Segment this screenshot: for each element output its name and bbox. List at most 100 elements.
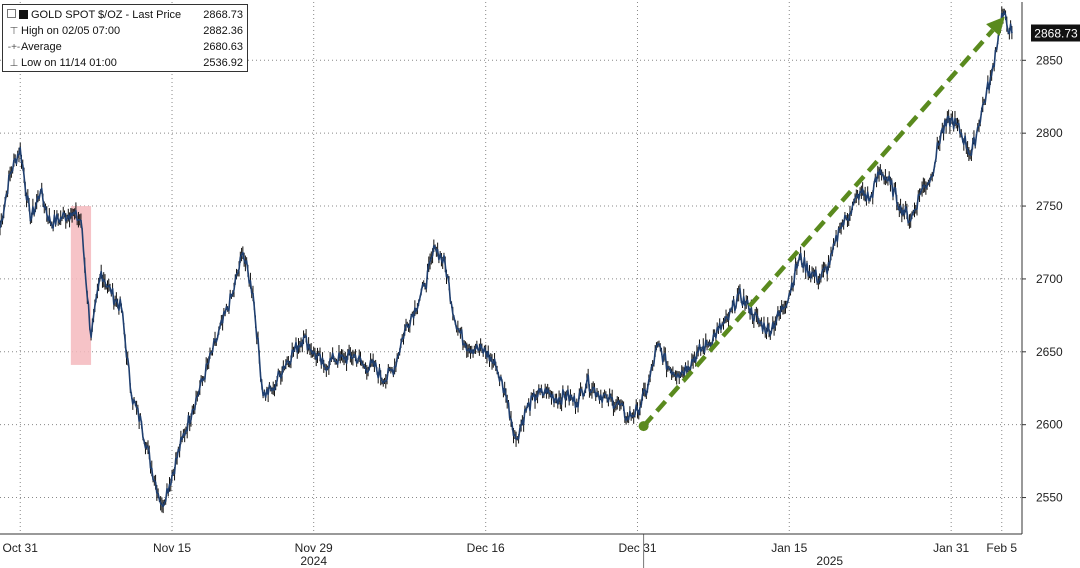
price-point bbox=[626, 416, 629, 419]
price-point bbox=[454, 321, 457, 324]
legend-high-label: High on 02/05 07:00 bbox=[21, 25, 121, 37]
price-wicks bbox=[0, 6, 1013, 514]
price-point bbox=[363, 365, 366, 368]
price-point bbox=[161, 504, 163, 506]
price-point bbox=[474, 348, 477, 350]
grid-layer bbox=[0, 2, 1022, 534]
price-point bbox=[110, 292, 113, 295]
price-point bbox=[59, 216, 62, 219]
price-point bbox=[828, 263, 831, 266]
price-point bbox=[960, 132, 963, 134]
price-point bbox=[525, 409, 527, 411]
trend-arrow-shaft bbox=[641, 28, 995, 428]
price-point bbox=[1011, 31, 1013, 34]
price-point bbox=[495, 365, 497, 368]
legend-average-label: Average bbox=[21, 41, 62, 53]
price-point bbox=[879, 168, 882, 171]
price-point bbox=[545, 391, 548, 394]
price-point bbox=[768, 329, 770, 331]
price-point bbox=[737, 292, 740, 295]
price-point bbox=[707, 343, 710, 346]
x-tick-label: Jan 15 bbox=[771, 541, 807, 555]
price-point bbox=[535, 394, 538, 397]
price-point bbox=[909, 219, 912, 222]
price-point bbox=[717, 329, 720, 331]
price-point bbox=[323, 365, 325, 368]
price-point bbox=[49, 222, 52, 225]
y-tick-label: 2600 bbox=[1036, 418, 1063, 432]
trend-arrow-start-dot bbox=[638, 421, 649, 432]
price-point bbox=[606, 397, 608, 400]
y-tick-label: 2700 bbox=[1036, 272, 1063, 286]
legend-average-value: 2680.63 bbox=[203, 41, 243, 53]
price-point bbox=[9, 173, 11, 175]
price-point bbox=[464, 343, 467, 346]
price-point bbox=[596, 391, 598, 394]
price-point bbox=[747, 307, 750, 309]
y-tick-label: 2750 bbox=[1036, 199, 1063, 213]
y-tick-label: 2800 bbox=[1036, 126, 1063, 140]
legend-low-label: Low on 11/14 01:00 bbox=[21, 57, 117, 69]
price-point bbox=[333, 358, 335, 360]
price-point bbox=[343, 358, 345, 360]
price-point bbox=[181, 438, 183, 441]
price-line bbox=[0, 11, 1013, 508]
legend-title: GOLD SPOT $/OZ - Last Price bbox=[31, 9, 182, 21]
price-point bbox=[727, 318, 730, 321]
x-tick-label: Dec 16 bbox=[467, 541, 505, 555]
price-point bbox=[39, 190, 42, 193]
price-point bbox=[191, 409, 194, 411]
price-point bbox=[515, 438, 517, 441]
price-point bbox=[980, 110, 983, 113]
price-point bbox=[302, 336, 305, 339]
price-point bbox=[697, 351, 699, 353]
y-tick-label: 2850 bbox=[1036, 53, 1063, 67]
legend-row-title: GOLD SPOT $/OZ - Last Price 2868.73 bbox=[7, 7, 243, 23]
price-point bbox=[393, 365, 396, 368]
legend-high-value: 2882.36 bbox=[203, 25, 243, 37]
x-tick-label: Feb 5 bbox=[986, 541, 1017, 555]
price-point bbox=[798, 256, 801, 258]
price-point bbox=[120, 307, 123, 309]
price-point bbox=[292, 351, 295, 353]
price-point bbox=[90, 336, 92, 339]
price-point bbox=[0, 227, 1, 229]
price-point bbox=[262, 394, 264, 397]
price-point bbox=[505, 394, 507, 397]
price-point bbox=[373, 365, 376, 368]
price-point bbox=[70, 212, 72, 215]
price-point bbox=[150, 467, 153, 470]
price-point bbox=[424, 285, 426, 288]
price-point bbox=[484, 351, 487, 353]
price-point bbox=[920, 190, 922, 193]
price-point bbox=[788, 292, 791, 295]
legend-row-low: ⊥ Low on 11/14 01:00 2536.92 bbox=[7, 55, 243, 71]
price-point bbox=[29, 219, 32, 222]
price-point bbox=[859, 190, 861, 193]
price-point bbox=[950, 117, 952, 120]
price-point bbox=[414, 307, 416, 309]
price-point bbox=[565, 394, 568, 397]
price-point bbox=[171, 474, 173, 477]
price-point bbox=[808, 270, 811, 273]
price-point bbox=[990, 74, 993, 76]
price-point bbox=[849, 212, 851, 215]
price-point bbox=[444, 263, 447, 266]
price-point bbox=[889, 183, 892, 185]
last-price-tag-background bbox=[1031, 24, 1080, 42]
series-layer bbox=[0, 6, 1013, 514]
year-label: 2025 bbox=[816, 554, 843, 568]
price-point bbox=[403, 329, 406, 331]
price-point bbox=[646, 387, 649, 390]
x-tick-label: Nov 29 bbox=[295, 541, 333, 555]
price-point bbox=[930, 176, 932, 178]
price-point bbox=[818, 278, 821, 280]
low-marker-icon: ⊥ bbox=[9, 58, 19, 69]
price-point bbox=[383, 380, 386, 382]
x-tick-label: Dec 31 bbox=[618, 541, 656, 555]
price-point bbox=[19, 146, 22, 149]
price-point bbox=[252, 292, 254, 295]
legend-checkbox[interactable] bbox=[7, 9, 16, 18]
price-point bbox=[100, 270, 102, 273]
